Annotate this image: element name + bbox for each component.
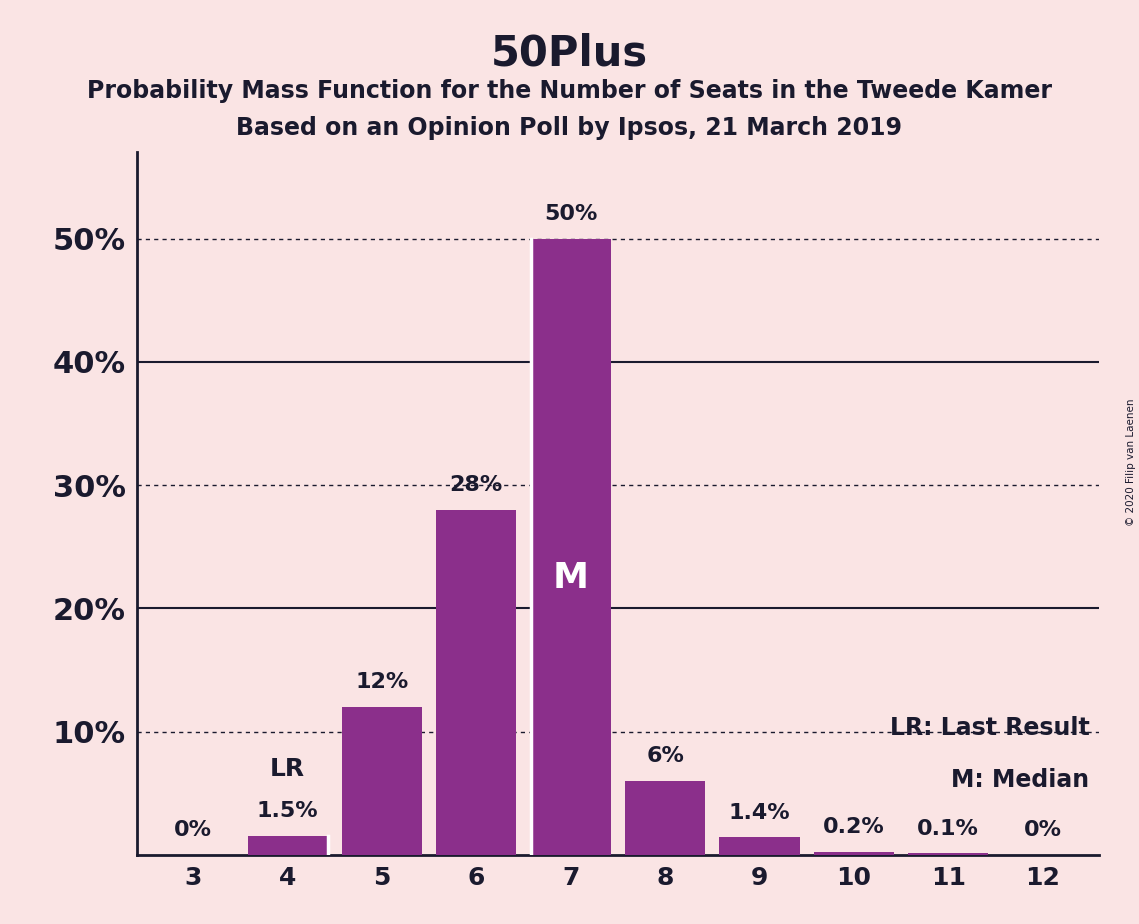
Text: 12%: 12% (355, 672, 409, 692)
Text: 50%: 50% (544, 204, 598, 224)
Text: 0.1%: 0.1% (917, 819, 980, 839)
Bar (531, 238, 611, 855)
Text: 50Plus: 50Plus (491, 32, 648, 74)
Bar (247, 836, 328, 855)
Text: LR: Last Result: LR: Last Result (890, 716, 1090, 740)
Text: M: Median: M: Median (951, 769, 1090, 793)
Text: 28%: 28% (450, 475, 503, 495)
Bar (908, 854, 989, 855)
Text: 0.2%: 0.2% (823, 818, 885, 837)
Bar (436, 510, 516, 855)
Bar (625, 781, 705, 855)
Bar (813, 852, 894, 855)
Text: M: M (552, 561, 589, 594)
Text: 0%: 0% (1024, 820, 1062, 840)
Text: Probability Mass Function for the Number of Seats in the Tweede Kamer: Probability Mass Function for the Number… (87, 79, 1052, 103)
Bar (720, 837, 800, 855)
Bar (342, 707, 423, 855)
Text: © 2020 Filip van Laenen: © 2020 Filip van Laenen (1126, 398, 1136, 526)
Text: 1.5%: 1.5% (256, 801, 319, 821)
Text: 1.4%: 1.4% (729, 803, 790, 822)
Text: LR: LR (270, 757, 305, 781)
Text: Based on an Opinion Poll by Ipsos, 21 March 2019: Based on an Opinion Poll by Ipsos, 21 Ma… (237, 116, 902, 140)
Text: 6%: 6% (646, 746, 685, 766)
Text: 0%: 0% (174, 820, 212, 840)
